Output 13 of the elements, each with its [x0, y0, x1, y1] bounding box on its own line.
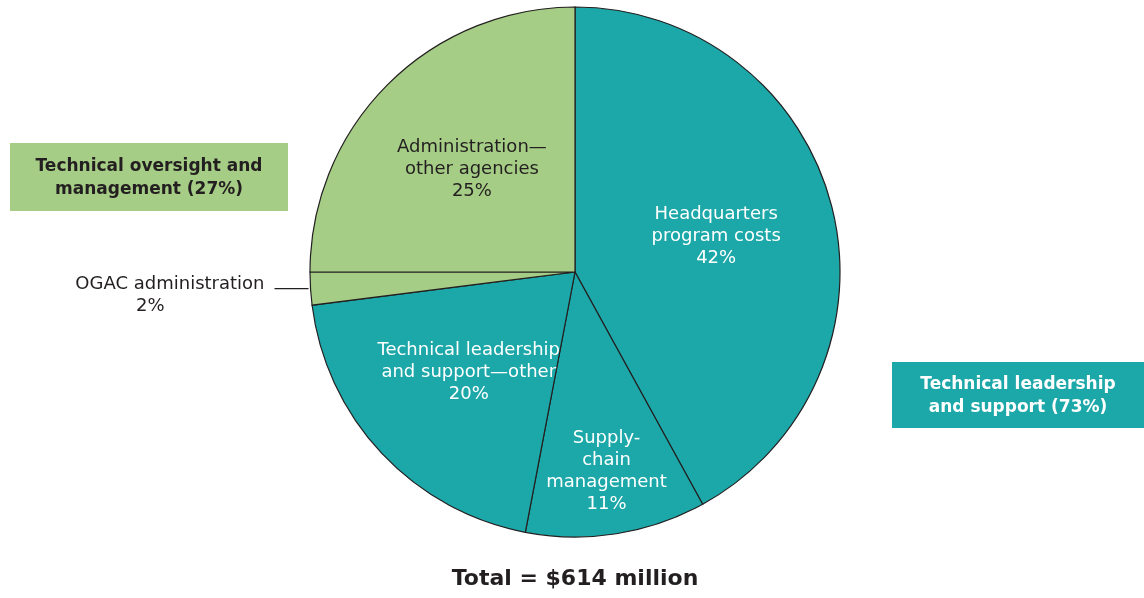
slice-label: Technical leadership and support—other [376, 337, 561, 381]
data-label: 20% [448, 381, 489, 403]
data-label: 25% [451, 178, 492, 200]
data-label: 11% [586, 491, 627, 513]
text: Technical oversight and management (27%) [35, 154, 263, 198]
text: Total = $614 million [451, 565, 699, 590]
data-label: 2% [135, 293, 165, 315]
slice-label: Supply- chain management [546, 425, 667, 491]
data-label: 42% [696, 245, 737, 267]
slice-label: OGAC administration [75, 271, 265, 293]
slice-label: Headquarters program costs [651, 201, 781, 245]
slice-label: Administration— other agencies [397, 134, 547, 178]
text: Technical leadership and support (73%) [920, 372, 1116, 416]
